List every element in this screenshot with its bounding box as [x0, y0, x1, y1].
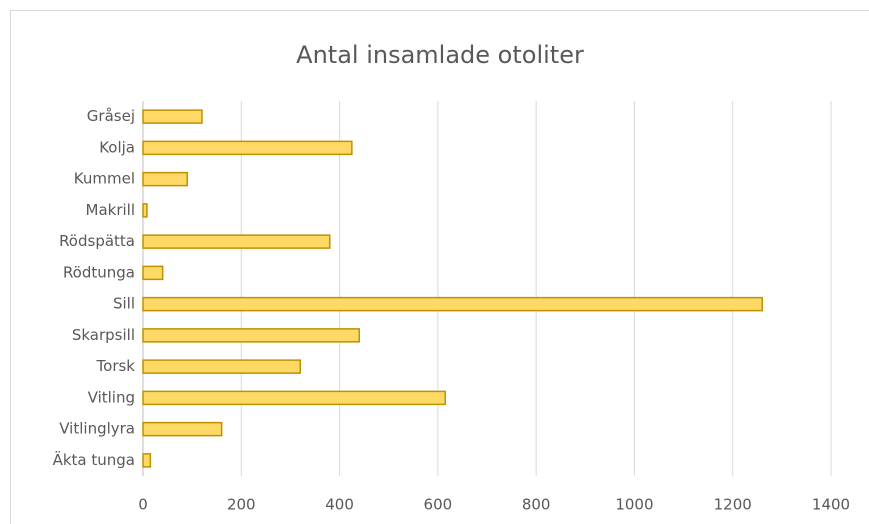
chart-frame — [10, 10, 869, 524]
x-tick-label: 200 — [227, 496, 256, 514]
y-tick-label: Rödspätta — [59, 232, 135, 250]
bar — [142, 328, 360, 343]
x-tick-label: 1000 — [615, 496, 653, 514]
y-tick-label: Kummel — [74, 170, 135, 188]
y-tick-label: Vitlinglyra — [59, 420, 135, 438]
y-tick-label: Torsk — [96, 357, 136, 375]
bar — [142, 359, 302, 374]
y-tick-label: Rödtunga — [63, 263, 135, 281]
x-tick-label: 600 — [424, 496, 453, 514]
x-tick-label: 800 — [522, 496, 551, 514]
y-tick-label: Gråsej — [87, 107, 135, 125]
x-tick-label: 400 — [325, 496, 354, 514]
y-tick-label: Sill — [113, 295, 135, 313]
x-tick-label: 1400 — [812, 496, 850, 514]
x-tick-label: 0 — [138, 496, 148, 514]
bar — [142, 203, 148, 218]
y-tick-label: Skarpsill — [72, 326, 135, 344]
bar — [142, 140, 353, 156]
y-tick-label: Kolja — [99, 138, 135, 156]
y-tick-label: Makrill — [86, 201, 136, 219]
bar — [142, 234, 331, 249]
bar — [142, 109, 203, 124]
bar — [142, 171, 188, 187]
bar — [142, 265, 164, 281]
bar — [142, 296, 763, 312]
bar — [142, 453, 152, 468]
x-tick-label: 1200 — [714, 496, 752, 514]
bar — [142, 390, 446, 406]
y-tick-label: Äkta tunga — [53, 450, 135, 469]
bar — [142, 421, 223, 437]
chart-title: Antal insamlade otoliter — [296, 41, 584, 69]
y-tick-label: Vitling — [88, 388, 135, 406]
